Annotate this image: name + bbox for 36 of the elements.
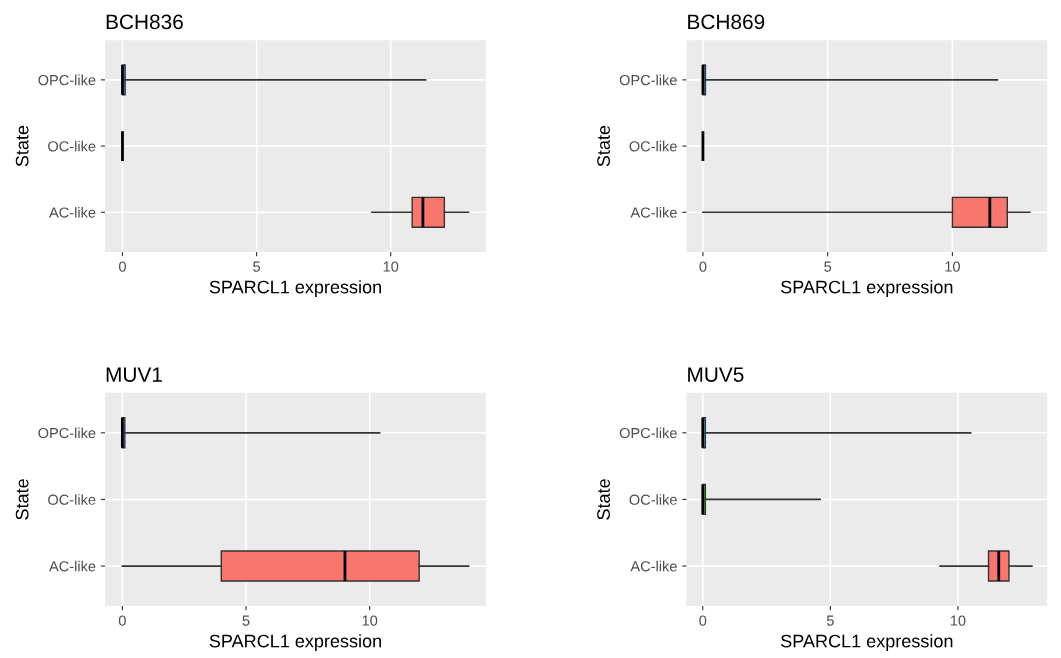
x-tick-label: 10 [362,615,378,626]
y-tick-label: OC-like [48,494,96,505]
chart-title: MUV1 [106,367,162,382]
x-axis-title: SPARCL1 expression [209,634,381,652]
y-tick-label: OC-like [629,140,677,152]
y-tick-label: AC-like [49,207,96,218]
x-tick-label: 5 [242,615,250,626]
y-tick-label: AC-like [630,560,677,572]
chart-title: MUV5 [688,367,744,382]
x-tick-label: 0 [118,261,126,272]
y-tick-label: OPC-like [619,74,677,86]
x-tick-label: 0 [118,615,126,626]
y-tick-label: OC-like [48,140,96,152]
y-axis-title: State [15,479,29,520]
y-tick-label: OC-like [629,494,677,505]
x-tick-label: 0 [699,615,707,626]
y-tick-label: AC-like [49,560,96,572]
x-tick-label: 0 [699,261,707,272]
x-axis-title: SPARCL1 expression [781,280,953,298]
x-axis-title: SPARCL1 expression [209,280,381,298]
y-axis-title: State [15,125,29,167]
y-axis-title: State [597,479,610,520]
chart-title: BCH836 [106,14,183,30]
x-tick-label: 5 [826,615,834,626]
y-tick-label: AC-like [630,207,677,218]
x-tick-label: 5 [253,261,261,272]
y-tick-label: OPC-like [38,74,96,86]
x-tick-label: 10 [950,615,966,626]
x-tick-label: 10 [383,261,399,272]
y-tick-label: OPC-like [38,427,96,439]
x-tick-label: 10 [945,261,960,272]
chart-title: BCH869 [688,14,765,30]
y-tick-label: OPC-like [619,427,677,439]
y-axis-title: State [597,125,610,167]
x-axis-title: SPARCL1 expression [781,634,953,652]
x-tick-label: 5 [824,261,832,272]
